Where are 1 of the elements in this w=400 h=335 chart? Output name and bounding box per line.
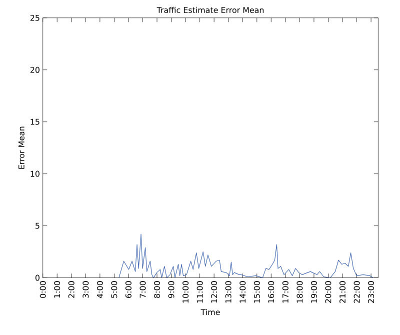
line-series — [118, 234, 374, 278]
